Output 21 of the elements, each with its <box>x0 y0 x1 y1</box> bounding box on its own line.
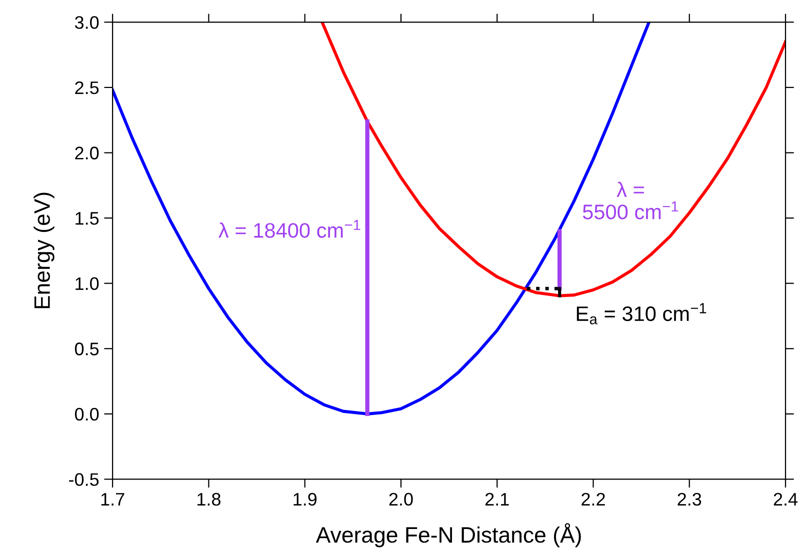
y-tick-label: 3.0 <box>74 16 99 29</box>
annotation: λ = 18400 cm$^{−1}$ <box>218 220 360 238</box>
y-tick-label: 2.0 <box>75 146 99 160</box>
annotation: λ = 5500 cm$^{−1}$ <box>582 182 678 220</box>
x-tick-label: 2.3 <box>678 492 702 506</box>
y-tick-label: 1.5 <box>76 212 99 225</box>
x-tick-label: 2.0 <box>389 492 413 506</box>
x-tick-label: 1.8 <box>198 492 220 506</box>
y-axis-title: Energy (eV) <box>34 192 54 308</box>
x-axis-title: Average Fe-N Distance (Å) <box>316 523 581 548</box>
x-tick-label: 1.7 <box>101 493 124 506</box>
y-tick-label: 2.5 <box>75 81 99 94</box>
x-tick-label: 2.1 <box>485 492 509 506</box>
x-tick-label: 1.9 <box>294 492 317 506</box>
x-tick-label: 2.4 <box>774 492 798 506</box>
x-tick-label: 2.2 <box>582 492 605 506</box>
y-tick-label: -0.5 <box>69 473 99 486</box>
y-tick-label: 1.0 <box>76 277 99 290</box>
annotation: E$_{a}$ = 310 cm$^{−1}$ <box>576 303 706 324</box>
y-tick-label: 0.5 <box>74 342 99 356</box>
y-tick-label: 0.0 <box>74 408 99 421</box>
